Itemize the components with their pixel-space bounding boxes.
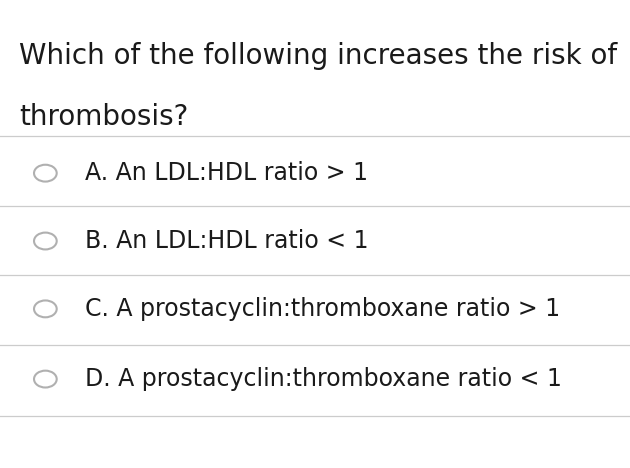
Text: thrombosis?: thrombosis?: [19, 103, 188, 131]
Text: B. An LDL:HDL ratio < 1: B. An LDL:HDL ratio < 1: [85, 229, 369, 253]
Text: Which of the following increases the risk of: Which of the following increases the ris…: [19, 42, 617, 70]
Text: D. A prostacyclin:thromboxane ratio < 1: D. A prostacyclin:thromboxane ratio < 1: [85, 367, 562, 391]
Text: C. A prostacyclin:thromboxane ratio > 1: C. A prostacyclin:thromboxane ratio > 1: [85, 297, 560, 321]
Text: A. An LDL:HDL ratio > 1: A. An LDL:HDL ratio > 1: [85, 161, 368, 185]
